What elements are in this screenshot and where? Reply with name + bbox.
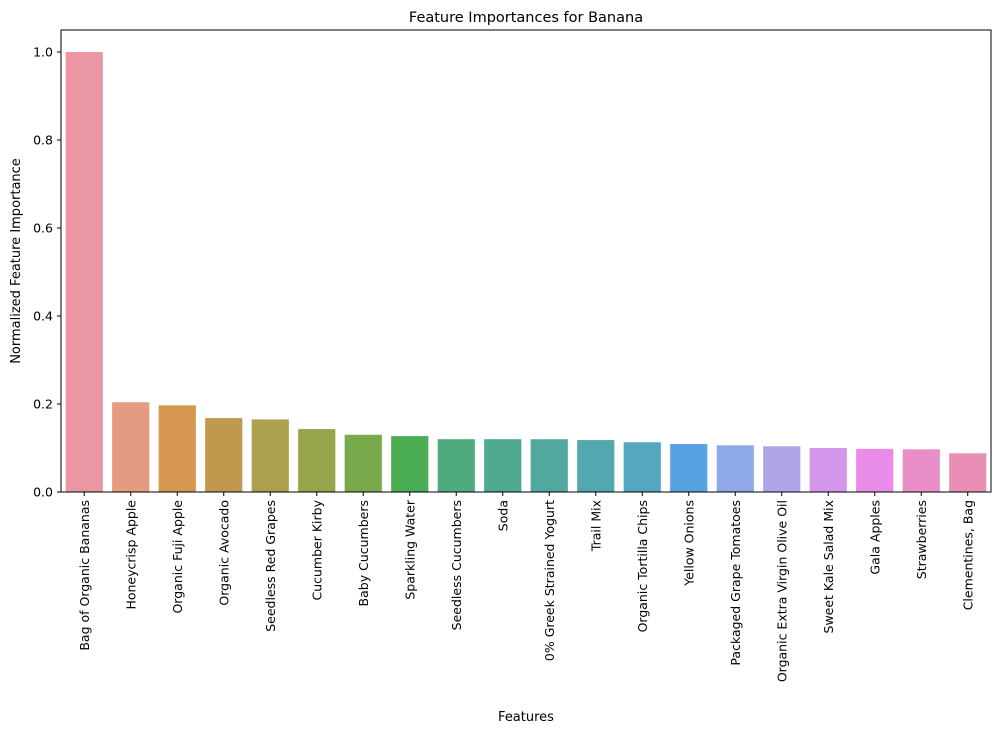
x-tick-label: Clementines, Bag [960,500,975,610]
bar [251,419,289,492]
bar [344,434,382,492]
bar [65,52,103,492]
x-tick-label: Bag of Organic Bananas [77,500,92,651]
x-tick-label: 0% Greek Strained Yogurt [542,500,557,661]
y-tick-label: 1.0 [33,45,53,60]
x-tick-label: Organic Avocado [216,500,231,606]
y-tick-label: 0.2 [33,397,53,412]
x-tick-label: Sparkling Water [402,499,417,599]
x-tick-label: Organic Extra Virgin Olive Oil [774,500,789,682]
x-tick-label: Soda [495,500,510,531]
bar [577,440,615,492]
x-tick-label: Seedless Cucumbers [449,500,464,630]
y-tick-label: 0.8 [33,133,53,148]
bar [856,448,894,492]
bar [809,448,847,492]
bar [158,405,196,492]
bar [623,442,661,492]
x-tick-label: Gala Apples [867,500,882,575]
bar [530,439,568,492]
y-tick-label: 0.0 [33,485,53,500]
y-axis: 0.0 0.2 0.4 0.6 0.8 1.0 [33,45,61,500]
bar [949,453,987,492]
bar [391,436,429,492]
x-tick-label: Organic Fuji Apple [170,500,185,614]
plot-frame [60,29,992,493]
chart-title: Feature Importances for Banana [409,10,643,26]
bars-group [65,52,987,492]
bar [298,429,336,492]
y-tick-label: 0.4 [33,309,53,324]
bar [205,418,243,492]
bar [670,444,708,492]
x-tick-label: Baby Cucumbers [356,500,371,606]
x-tick-label: Seedless Red Grapes [263,500,278,632]
y-axis-label: Normalized Feature Importance [9,158,24,364]
x-axis: Bag of Organic Bananas Honeycrisp Apple Or… [77,492,975,682]
bar [112,402,150,492]
bar [763,446,801,492]
x-tick-label: Trail Mix [588,500,603,552]
x-tick-label: Cucumber Kirby [309,499,324,600]
bar [902,449,940,492]
x-tick-label: Honeycrisp Apple [123,500,138,610]
x-tick-label: Sweet Kale Salad Mix [821,500,836,633]
bar [484,439,522,492]
x-tick-label: Strawberries [914,500,929,579]
bar [437,439,475,492]
x-axis-label: Features [498,710,554,725]
x-tick-label: Packaged Grape Tomatoes [728,500,743,666]
y-tick-label: 0.6 [33,221,53,236]
x-tick-label: Organic Tortilla Chips [635,500,650,632]
bar [716,445,754,492]
x-tick-label: Yellow Onions [681,500,696,587]
